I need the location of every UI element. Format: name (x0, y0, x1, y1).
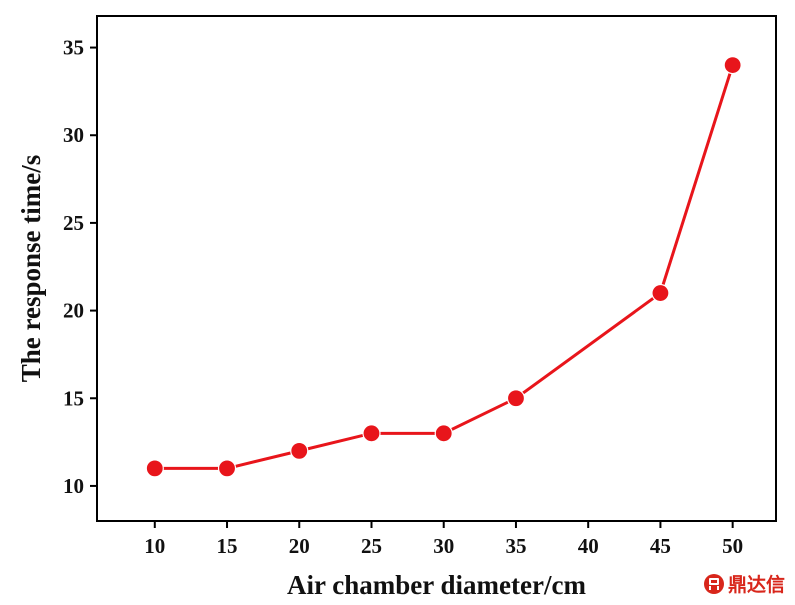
x-axis-title: Air chamber diameter/cm (287, 570, 586, 600)
y-tick-label: 10 (63, 474, 84, 498)
x-tick-label: 15 (217, 534, 238, 558)
data-point (434, 424, 453, 443)
data-point (145, 459, 164, 478)
x-tick-label: 20 (289, 534, 310, 558)
y-tick-label: 35 (63, 36, 84, 60)
y-tick-label: 25 (63, 211, 84, 235)
data-point (290, 441, 309, 460)
x-tick-label: 35 (505, 534, 526, 558)
watermark-text: 鼎达信 (727, 574, 785, 596)
x-tick-label: 25 (361, 534, 382, 558)
series-line (154, 64, 735, 470)
data-points (145, 55, 742, 478)
data-point (362, 424, 381, 443)
x-tick-label: 30 (433, 534, 454, 558)
data-point (506, 389, 526, 408)
axis-tick-labels: 10 15 20 25 30 35 40 45 50 10 15 20 25 30 35 (63, 36, 743, 558)
data-point (723, 55, 742, 75)
y-tick-label: 30 (63, 123, 84, 147)
x-tick-label: 40 (578, 534, 599, 558)
x-tick-label: 45 (650, 534, 671, 558)
brand-logo-icon (703, 573, 724, 594)
data-point (217, 459, 237, 478)
x-tick-label: 50 (722, 534, 743, 558)
y-axis-title: The response time/s (16, 155, 46, 383)
axis-ticks (90, 46, 734, 528)
x-tick-label: 10 (144, 534, 165, 558)
y-tick-label: 20 (63, 299, 84, 323)
y-tick-label: 15 (63, 386, 84, 410)
plot-frame (96, 15, 777, 522)
data-point (651, 283, 670, 303)
watermark: 鼎达信 (703, 570, 785, 597)
